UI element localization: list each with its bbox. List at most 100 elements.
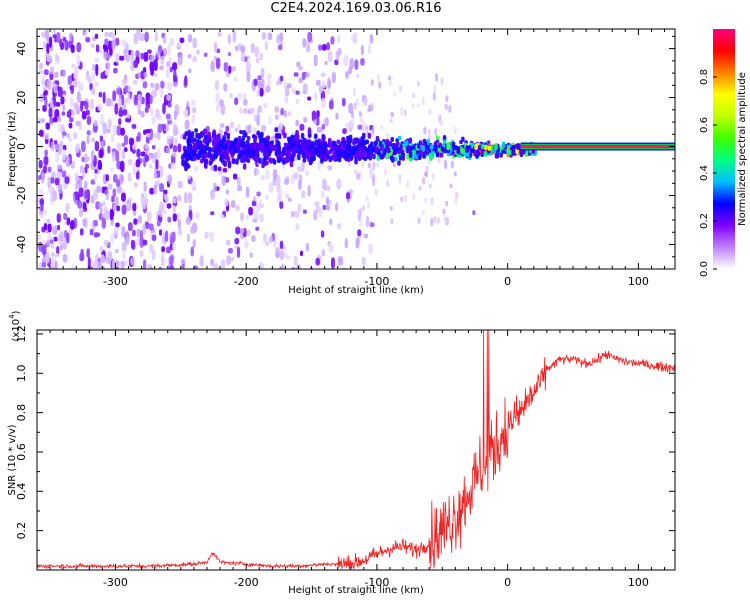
spectrogram-cell — [301, 71, 306, 81]
spectrogram-cell — [64, 176, 70, 184]
spectrogram-cell — [320, 190, 325, 198]
spectrogram-cell — [106, 60, 110, 71]
spectrogram-cell — [154, 151, 158, 160]
spectrogram-cell — [331, 71, 336, 83]
spectrogram-cell — [432, 92, 436, 101]
spectrogram-cell — [337, 223, 341, 230]
spectrogram-cell — [408, 151, 413, 159]
spectrogram-cell — [305, 242, 309, 252]
spectrogram-cell — [327, 165, 332, 171]
spectrogram-cell — [239, 107, 243, 115]
spectrogram-cell — [354, 169, 358, 174]
spectrogram-cell — [262, 158, 266, 164]
spectrogram-cell — [107, 145, 111, 154]
spectrogram-cell — [84, 180, 88, 190]
spectrogram-cell — [82, 201, 87, 210]
spectrogram-cell — [213, 148, 218, 156]
spectrogram-cell — [233, 138, 237, 145]
spectrogram-cell — [228, 247, 233, 254]
spectrogram-cell — [112, 90, 117, 102]
spectrogram-cell — [75, 191, 79, 201]
spectrogram-cell — [193, 224, 198, 233]
spectrogram-cell — [424, 172, 428, 177]
spectrogram-cell — [302, 142, 306, 148]
spectrogram-cell — [69, 117, 74, 123]
spectrogram-cell — [62, 131, 67, 136]
spectrogram-cell — [356, 173, 361, 180]
spectrogram-cell — [89, 228, 94, 236]
spectrogram-cell — [246, 136, 251, 141]
spectrogram-cell — [104, 51, 108, 59]
spectrogram-cell — [365, 195, 369, 202]
spectrogram-cell — [115, 37, 120, 46]
spectrogram-cell — [94, 33, 99, 39]
spectrogram-cell — [250, 42, 255, 54]
spectrogram-cell — [41, 262, 47, 268]
spectrogram-cell — [291, 87, 296, 94]
spectrogram-cell — [298, 77, 303, 84]
spectrogram-cell — [204, 153, 208, 159]
spectrogram-cell — [47, 166, 52, 173]
spectrogram-cell — [112, 33, 116, 42]
spectrogram-cell — [46, 78, 52, 90]
spectrogram-cell — [277, 189, 283, 198]
spectrogram-cell — [476, 151, 481, 157]
spectrogram-cell — [507, 149, 512, 156]
spectrogram-cell — [203, 145, 207, 153]
spectrogram-cell — [229, 93, 233, 99]
spectrogram-cell — [252, 149, 256, 156]
spectrogram-cell — [47, 176, 51, 189]
spectrogram-cell — [137, 71, 141, 79]
spectrogram-cell — [150, 107, 154, 117]
spectrogram-cell — [302, 156, 307, 163]
spectrogram-cell — [177, 218, 181, 229]
spectrogram-cell — [52, 117, 58, 123]
spectrogram-cell — [184, 131, 189, 137]
spectrogram-cell — [127, 93, 131, 100]
x-tick-label: -100 — [364, 576, 389, 589]
spectrogram-cell — [65, 203, 70, 213]
spectrogram-cell — [234, 97, 239, 106]
spectrogram-cell — [283, 142, 288, 148]
spectrogram-cell — [277, 157, 282, 163]
spectrogram-cell — [255, 149, 259, 155]
spectrogram-cell — [261, 78, 265, 89]
spectrogram-cell — [104, 68, 110, 76]
spectrogram-cell — [298, 145, 302, 153]
spectrogram-cell — [158, 266, 162, 269]
spectrogram-cell — [168, 163, 172, 169]
spectrogram-cell — [80, 83, 84, 91]
spectrogram-cell — [295, 129, 299, 136]
spectrogram-cell — [62, 254, 68, 263]
spectrogram-cell — [344, 238, 348, 249]
spectrogram-cell — [369, 33, 374, 44]
colorbar-tick-label: 0.6 — [699, 117, 710, 133]
spectrogram-cell — [477, 146, 481, 151]
spectrogram-cell — [57, 123, 62, 133]
spectrogram-cell — [81, 110, 87, 120]
spectrogram-cell — [53, 236, 58, 242]
spectrogram-cell — [106, 97, 111, 107]
spectrogram-cell — [325, 196, 330, 206]
spectrogram-cell — [376, 73, 380, 83]
y-tick-label: -40 — [15, 236, 28, 254]
spectrogram-cell — [267, 78, 271, 86]
spectrogram-cell — [172, 145, 178, 153]
y-axis-label: Frequency (Hz) — [7, 111, 18, 187]
spectrogram-cell — [115, 179, 121, 187]
spectrogram-cell — [167, 216, 172, 223]
spectrogram-cell — [240, 149, 245, 155]
spectrogram-cell — [140, 52, 144, 60]
spectrogram-cell — [115, 196, 119, 208]
spectrogram-cell — [188, 68, 192, 74]
spectrogram-cell — [114, 225, 119, 235]
spectrogram-cell — [153, 73, 158, 78]
spectrogram-cell — [160, 55, 165, 65]
spectrogram-cell — [166, 203, 172, 209]
spectrogram-cell — [313, 119, 317, 125]
spectrogram-cell — [428, 183, 432, 189]
spectrogram-cell — [139, 250, 144, 257]
spectrogram-cell — [315, 257, 320, 266]
spectrogram-cell — [358, 111, 362, 117]
